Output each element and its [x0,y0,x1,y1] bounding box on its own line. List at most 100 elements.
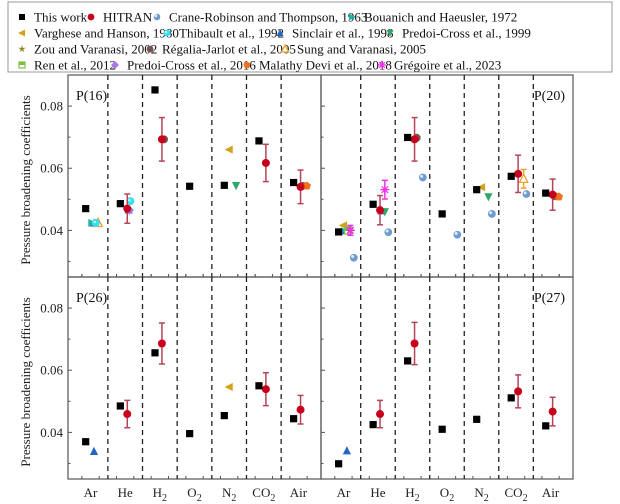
legend-marker-square-icon [19,14,25,20]
point-tw-He [116,200,124,208]
point-tw-Air [290,415,298,423]
legend-label: This work [34,10,88,25]
x-tick-label-Air: Air [290,485,308,500]
point-hitran-He [376,206,385,215]
legend-item-crane: Crane-Robinson and Thompson, 1963 [153,10,367,25]
point-sinclair-Ar [89,446,99,455]
x-label-base: Air [290,485,308,500]
legend-item-zou: Zou and Varanasi, 2002 [18,42,157,57]
x-tick-label-He: He [118,485,133,500]
legend-marker-half-square-icon [18,61,26,69]
point-tw-CO2 [255,137,263,145]
point-tw-Air [542,189,550,197]
point-tw-N2 [473,186,481,194]
x-label-base: N [222,485,232,500]
x-tick-label-H2: H2 [405,485,419,504]
point-tw-N2 [220,412,228,420]
point-hitran-CO2 [514,169,523,178]
point-hitran-He [123,410,132,419]
legend-marker-circle-icon [87,13,95,21]
point-hitran-He [376,410,385,419]
panel-p20: P(20) [320,74,574,278]
point-crane-CO2 [522,190,531,198]
legend-item-predoi16: Predoi-Cross et al., 2016 [111,58,256,73]
y-tick-label: 0.06 [40,161,63,176]
y-tick-label: 0.08 [40,99,63,114]
point-hitran-CO2 [514,387,523,396]
point-tw-CO2 [255,382,263,390]
legend-item-thibault: Thibault et al., 1992 [163,26,284,41]
x-label-subscript: 2 [270,493,275,504]
legend-marker-asterisk-icon [378,61,386,69]
legend-marker-diamond-icon [111,61,119,69]
legend-label: Sinclair et al., 1998 [292,26,393,41]
legend-label: Varghese and Hanson, 1980 [34,26,179,41]
x-label-base: N [474,485,484,500]
point-varghese-N2 [476,183,486,192]
legend-label: Thibault et al., 1992 [179,26,284,41]
point-hitran-Air [296,405,305,414]
panel-frame [67,276,322,480]
x-tick-label-CO2: CO2 [252,485,275,504]
point-varghese-N2 [224,145,233,154]
point-crane-He [384,228,393,237]
point-tw-He [369,200,377,208]
x-tick-label-Air: Air [542,485,560,500]
legend-marker-open-tri-up-icon [280,43,290,53]
point-hitran-He [123,204,132,213]
x-label-base: Air [542,485,560,500]
legend-item-predoi99: Predoi-Cross et al., 1999 [386,26,531,41]
legend-item-regalia: Régalia-Jarlot et al., 2005 [146,42,296,57]
point-crane-Ar [349,253,358,262]
point-gregoire-He [380,185,390,195]
legend-item-bouanich: Bouanich and Haeusler, 1972 [349,10,517,25]
point-crane-H2 [418,173,427,182]
point-hitran-Air [548,190,557,199]
point-tw-Ar [335,228,343,236]
x-tick-label-Ar: Ar [84,485,98,500]
legend-label: HITRAN [103,10,153,25]
x-tick-label-N2: N2 [474,485,488,504]
x-label-base: Ar [337,485,351,500]
point-malathy-Air [302,181,311,190]
point-tw-Air [542,422,550,430]
plot-panels: 0.04 0.06 0.08 Pressure broadening coeffici… [18,74,574,504]
legend-item-gregoire: Grégoire et al., 2023 [378,58,501,73]
point-sinclair-Ar [342,446,351,455]
point-crane-N2 [487,210,496,218]
legend-label: Bouanich and Haeusler, 1972 [364,10,517,25]
point-tw-He [369,421,377,429]
x-label-base: He [370,485,385,500]
point-crane-O2 [453,230,462,239]
point-tw-H2 [151,349,159,357]
point-hitran-H2 [157,135,166,144]
legend-box [7,1,613,73]
legend: This work HITRAN Crane-Robinson and Thomps… [7,1,613,73]
legend-item-sung: Sung and Varanasi, 2005 [280,42,426,57]
x-label-subscript: 2 [231,493,236,504]
legend-marker-circle-light-icon [163,29,171,37]
point-hitran-CO2 [261,158,270,167]
legend-label: Ren et al., 2012 [34,58,116,73]
panel-label: P(27) [534,291,565,306]
x-tick-label-Ar: Ar [337,485,351,500]
point-tw-O2 [438,210,446,218]
point-malathy-Air [554,192,564,201]
legend-label: Régalia-Jarlot et al., 2005 [162,42,296,57]
x-tick-label-CO2: CO2 [505,485,528,504]
x-label-base: O [440,485,449,500]
x-tick-label-O2: O2 [440,485,454,504]
legend-label: Predoi-Cross et al., 1999 [402,26,531,41]
point-tw-O2 [186,182,194,190]
point-tw-O2 [438,425,446,433]
legend-label: Crane-Robinson and Thompson, 1963 [169,10,367,25]
x-tick-label-N2: N2 [222,485,236,504]
legend-marker-star-icon [18,45,26,53]
panel-label: P(16) [76,89,107,104]
y-tick-label: 0.06 [40,363,63,378]
legend-marker-tri-up-icon [276,29,284,36]
legend-marker-tri-left-icon [18,29,25,37]
x-label-subscript: 2 [162,493,167,504]
legend-item-tw: This work [19,10,88,25]
y-tick-label: 0.04 [40,425,63,440]
